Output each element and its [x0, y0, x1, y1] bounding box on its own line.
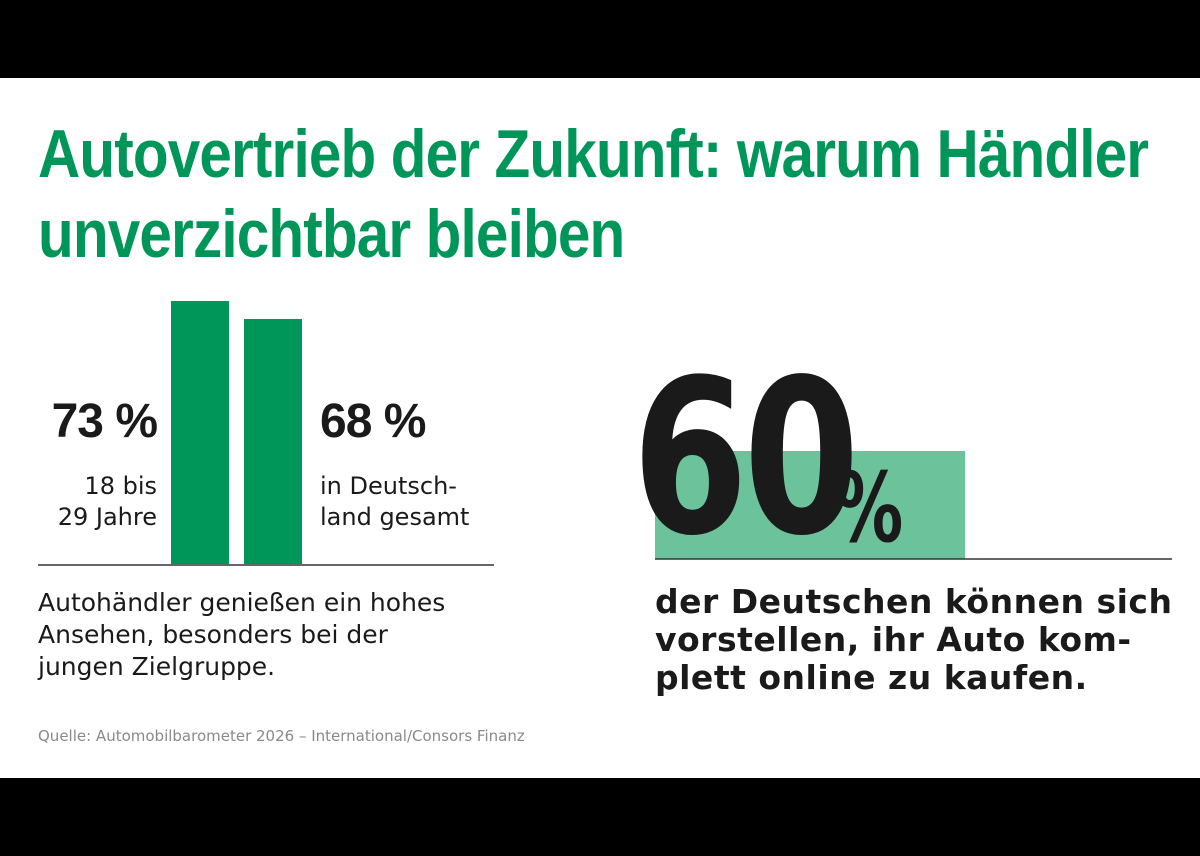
online-purchase-bar — [655, 451, 966, 559]
bar-value-label-young: 73 % — [51, 395, 158, 448]
bar-category-label-young: 18 bis 29 Jahre — [57, 472, 157, 531]
headline-line-2: unverzichtbar bleiben — [38, 196, 625, 272]
bar-young — [171, 301, 229, 564]
online-purchase-note: der Deutschen können sich vorstellen, ih… — [655, 582, 1173, 697]
bar-total — [244, 319, 302, 564]
online-purchase-unit: % — [834, 452, 904, 564]
bar-value-label-total: 68 % — [320, 395, 426, 448]
online-purchase-value: 60 — [632, 334, 860, 583]
headline-line-1: Autovertrieb der Zukunft: warum Händler — [38, 116, 1149, 192]
headline: Autovertrieb der Zukunft: warum Händler … — [38, 114, 1149, 274]
bar-category-label-total: in Deutsch- land gesamt — [320, 472, 470, 531]
dealer-reputation-note: Autohändler genießen ein hohes Ansehen, … — [38, 588, 446, 681]
source-note: Quelle: Automobilbarometer 2026 – Intern… — [38, 727, 525, 745]
